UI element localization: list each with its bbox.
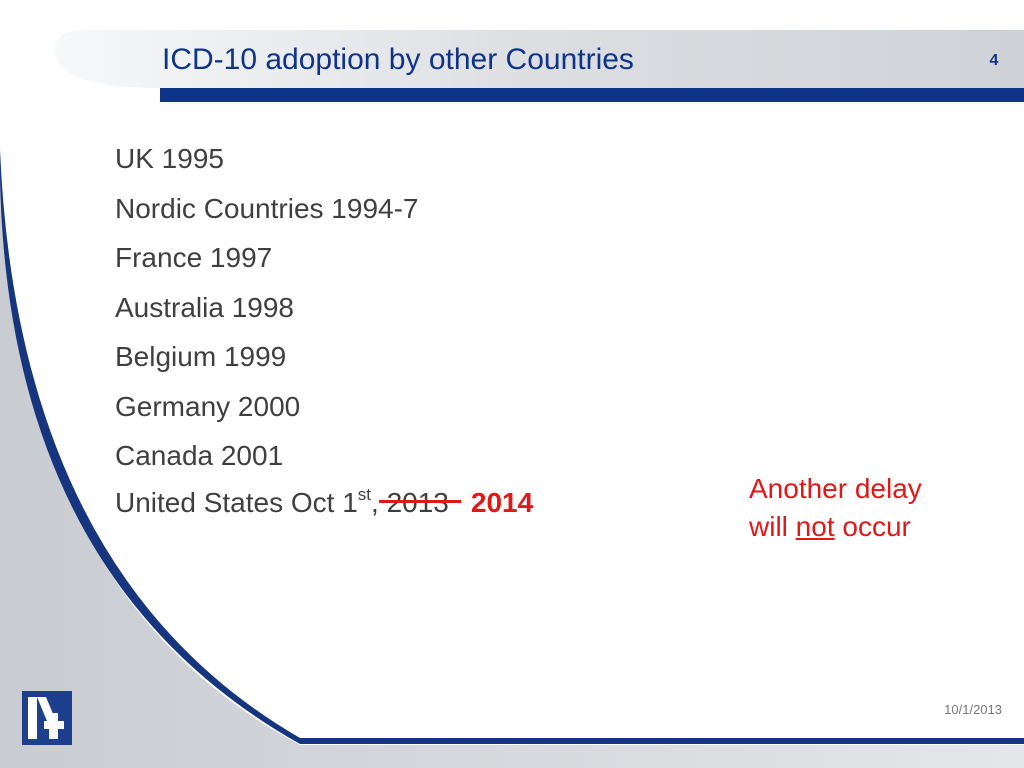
us-adoption-item: United States Oct 1st, 2013 2014 — [115, 478, 533, 528]
left-gray-sweep — [0, 160, 1024, 768]
struck-year: 2013 — [378, 478, 461, 528]
list-item: Canada 2001 — [115, 440, 284, 471]
callout-emphasis: not — [795, 511, 835, 542]
delay-callout: Another delay will not occur — [749, 470, 922, 546]
header-navy-rule — [160, 88, 1024, 102]
slide-date: 10/1/2013 — [944, 702, 1002, 717]
callout-line-1: Another delay — [749, 473, 922, 504]
callout-line-2: will not occur — [749, 508, 922, 546]
list-item: Nordic Countries 1994-7 — [115, 192, 419, 224]
company-logo-icon — [22, 691, 72, 745]
comma: , — [371, 487, 379, 518]
callout-text-end: occur — [834, 511, 911, 542]
new-year: 2014 — [470, 487, 534, 518]
list-item: UK 1995 — [115, 143, 224, 174]
adoption-list: UK 1995 Nordic Countries 1994-7 France 1… — [115, 134, 419, 481]
list-item: Germany 2000 — [115, 390, 301, 422]
list-item: Belgium 1999 — [115, 341, 287, 372]
callout-text-start: will — [749, 511, 796, 542]
strikethrough-line — [378, 500, 461, 503]
slide-number: 4 — [989, 52, 999, 69]
slide-title: ICD-10 adoption by other Countries — [162, 43, 634, 76]
header-gray-band — [54, 30, 1024, 88]
ordinal-suffix: st — [357, 485, 372, 504]
list-item: France 1997 — [115, 242, 273, 273]
list-item: Australia 1998 — [115, 291, 295, 323]
us-prefix: United States Oct 1 — [115, 487, 358, 518]
